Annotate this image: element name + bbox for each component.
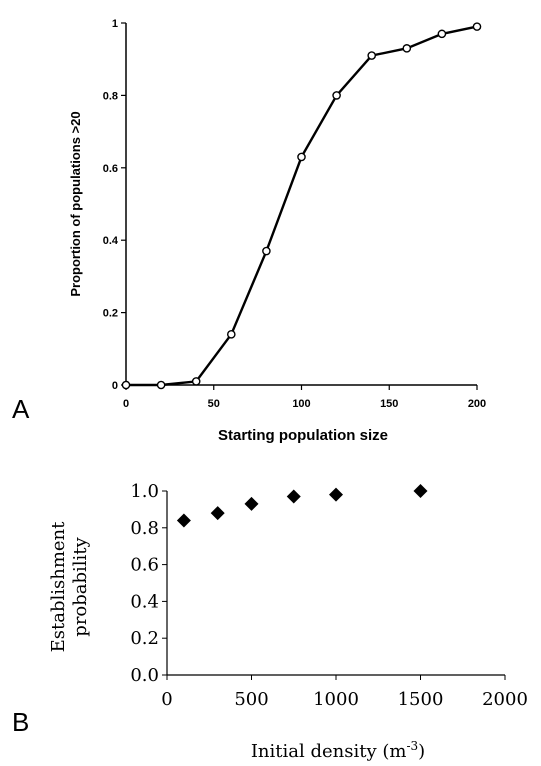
panel-b-x-tick-label: 2000	[482, 689, 528, 710]
panel-a-data-point	[121, 380, 131, 390]
panel-b-data-point	[413, 484, 428, 498]
panel-b-y-axis-title: Establishment probability	[48, 521, 91, 653]
panel-b-y-tick-label: 0.2	[130, 628, 159, 649]
panel-b-y-axis-title-line1: Establishment	[48, 521, 69, 653]
panel-b-x-tick-label: 0	[161, 689, 172, 710]
panel-a-x-tick-label: 150	[380, 398, 398, 410]
panel-a-data-point	[297, 152, 306, 162]
panel-a-data-point	[437, 29, 447, 39]
panel-a-y-axis-title: Proportion of populations >20	[68, 111, 83, 296]
panel-b-data-point	[176, 513, 191, 528]
panel-b-y-tick-label: 0.8	[130, 518, 159, 539]
panel-a-data-point	[191, 377, 201, 386]
panel-a-y-tick-label: 0.4	[103, 235, 119, 247]
panel-b-x-tick-label: 500	[234, 689, 268, 710]
panel-b-data-point	[244, 496, 259, 511]
panel-b-data-point	[286, 489, 301, 504]
panel-b-y-tick-label: 0.0	[130, 665, 159, 686]
panel-a-x-tick-label: 100	[292, 398, 310, 410]
panel-a-y-tick-label: 0.2	[103, 308, 118, 320]
panel-a-data-point	[472, 22, 482, 31]
panel-a-y-tick-label: 0.8	[103, 90, 118, 102]
panel-a: 0 0.2 0.4 0.6 0.8 1 0 50 100 150 200 A Starting po…	[12, 18, 486, 444]
panel-b-x-axis-title: Initial density (m-3)	[251, 739, 425, 762]
panel-a-x-tick-label: 50	[208, 398, 220, 410]
panel-a-data-point	[367, 51, 377, 60]
panel-a-y-tick-label: 0.6	[103, 163, 118, 175]
panel-b: 0.0 0.2 0.4 0.6 0.8 1.0 0 500 1000 1500 2000 B Ini…	[12, 481, 528, 762]
panel-a-x-tick-label: 0	[123, 398, 129, 410]
panel-b-x-tick-label: 1500	[398, 689, 444, 710]
panel-a-series-line	[126, 25, 478, 387]
panel-b-x-tick-label: 1000	[313, 689, 359, 710]
panel-a-y-tick-label: 0	[112, 380, 118, 392]
panel-a-data-point	[402, 44, 412, 53]
panel-b-x-axis-title-end: )	[418, 741, 425, 762]
panel-b-data-point	[329, 487, 343, 502]
panel-b-y-tick-label: 1.0	[130, 481, 159, 502]
panel-a-y-tick-label: 1	[112, 18, 118, 30]
panel-a-data-point	[262, 246, 271, 256]
panel-a-x-tick-label: 200	[468, 398, 486, 410]
panel-b-marks: 0.0 0.2 0.4 0.6 0.8 1.0 0 500 1000 1500 2000	[130, 481, 528, 710]
panel-b-data-point	[210, 506, 225, 521]
panel-b-y-tick-label: 0.4	[130, 591, 159, 612]
panel-a-data-point	[226, 330, 236, 339]
panel-b-y-tick-label: 0.6	[130, 555, 159, 576]
panel-a-label: A	[12, 394, 30, 424]
panel-b-label: B	[12, 707, 29, 737]
panel-a-data-point	[332, 91, 341, 100]
panel-a-marks: 0 0.2 0.4 0.6 0.8 1 0 50 100 150 200	[103, 18, 486, 410]
panel-a-x-axis-title: Starting population size	[218, 427, 388, 444]
panel-b-y-axis-title-line2: probability	[70, 536, 91, 636]
panel-b-x-axis-title-sup: -3	[406, 739, 418, 753]
panel-b-x-axis-title-main: Initial density (m	[251, 741, 407, 762]
panel-a-data-point	[156, 380, 166, 390]
